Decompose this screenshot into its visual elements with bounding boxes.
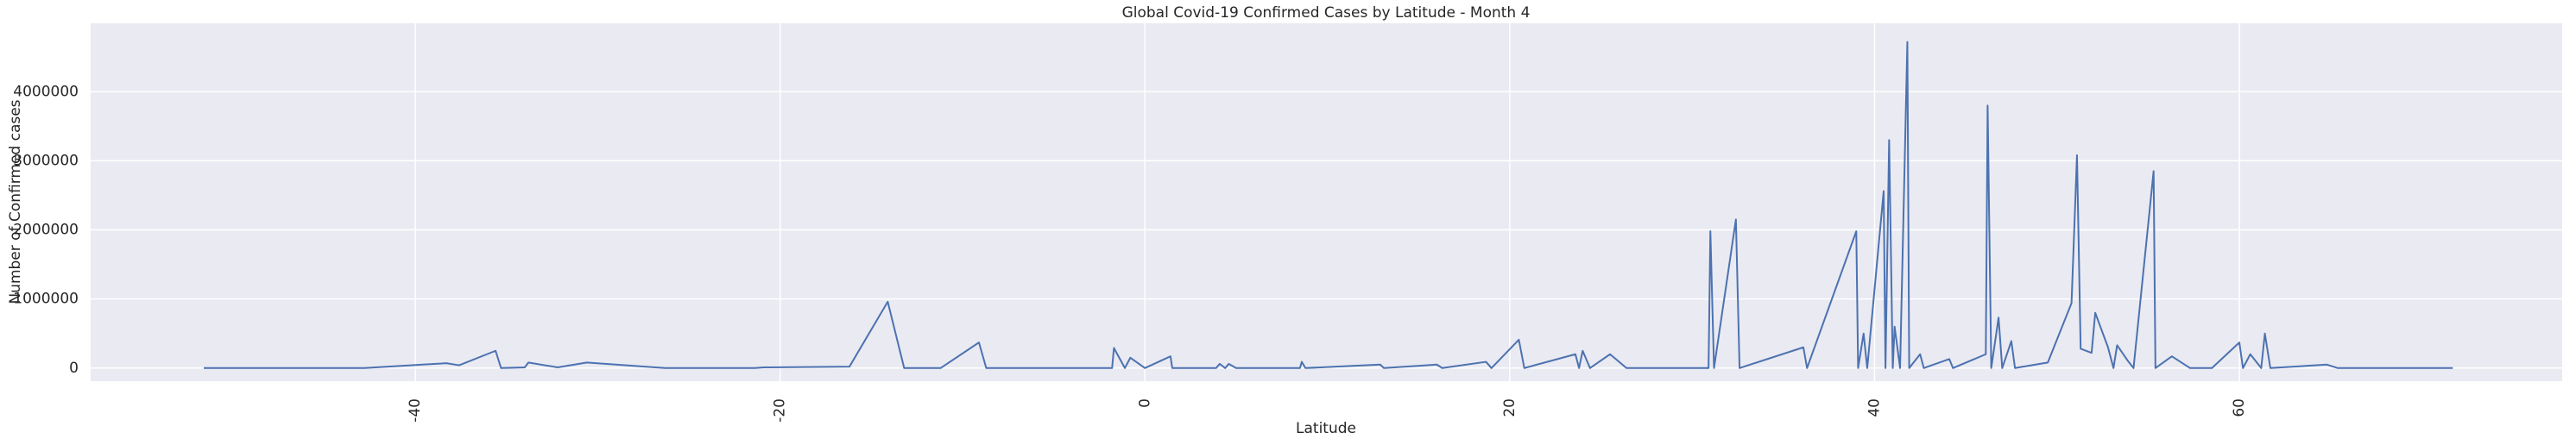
x-tick-label: 40 [1866,398,1883,417]
x-tick-label: 60 [2231,398,2248,417]
y-tick-label: 4000000 [13,83,79,100]
x-tick-label: -20 [772,398,789,423]
chart-title: Global Covid-19 Confirmed Cases by Latit… [1122,4,1531,22]
x-tick-label: 20 [1501,398,1518,417]
line [204,41,2453,369]
plot-background [91,23,2562,381]
x-axis-label: Latitude [1296,420,1356,437]
x-tick-label: -40 [407,398,424,423]
y-tick-label: 2000000 [13,222,79,239]
y-tick-label: 0 [69,360,79,377]
x-tick-label: 0 [1136,398,1153,408]
y-axis-label: Number of Confirmed cases [7,99,24,304]
y-tick-label: 3000000 [13,152,79,169]
y-tick-label: 1000000 [13,291,79,308]
